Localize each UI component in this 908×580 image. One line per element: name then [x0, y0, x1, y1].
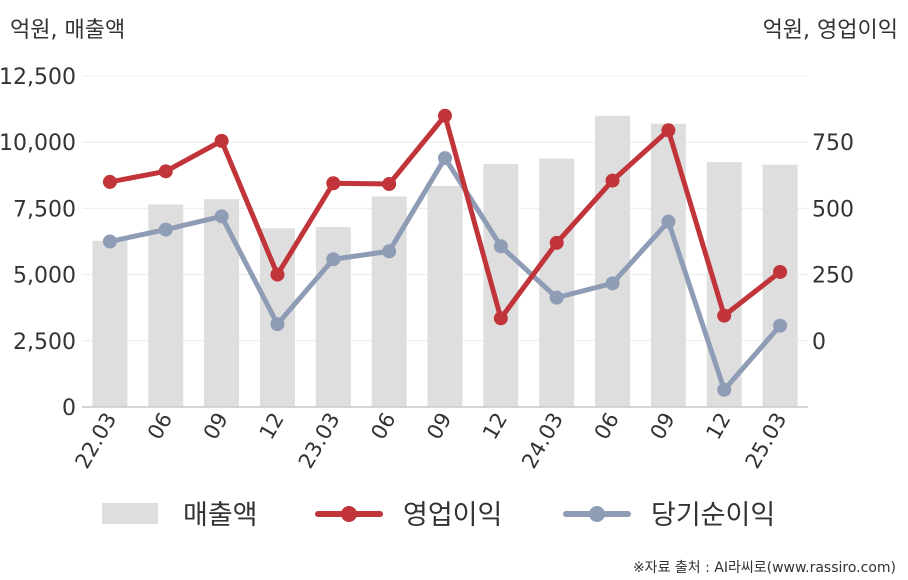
revenue-bar [762, 164, 798, 407]
net-income-point [549, 290, 564, 305]
operating-profit-point [493, 311, 508, 326]
net-income-point [605, 276, 620, 291]
right-axis-unit-label: 억원, 영업이익 [763, 18, 898, 43]
revenue-bar [706, 162, 742, 407]
operating-profit-point [382, 177, 397, 192]
revenue-bar [539, 158, 575, 407]
net-income-point [438, 151, 452, 166]
operating-profit-point [158, 164, 173, 179]
x-tick-label: 09 [422, 409, 456, 444]
net-income-point [717, 382, 732, 397]
x-tick-label: 06 [143, 409, 177, 444]
legend-label-revenue: 매출액 [183, 500, 258, 531]
legend-label-operating-profit: 영업이익 [403, 500, 502, 531]
right-axis-ticks: 0 250 500 750 [812, 131, 854, 355]
net-income-point [326, 252, 341, 267]
operating-profit-point [549, 235, 564, 250]
operating-profit-point [326, 176, 341, 191]
operating-profit-point [773, 264, 788, 279]
right-tick-label: 0 [812, 330, 826, 355]
left-tick-label: 0 [62, 396, 76, 421]
line-series [102, 108, 788, 397]
x-tick-label: 24.03 [517, 409, 568, 473]
revenue-bar [204, 199, 240, 407]
x-tick-label: 06 [366, 409, 400, 444]
operating-profit-point [270, 267, 285, 282]
revenue-bar [427, 185, 463, 407]
operating-profit-point [605, 173, 620, 188]
x-tick-label: 12 [478, 409, 512, 444]
legend-marker-operating-profit [341, 506, 357, 522]
net-income-point [158, 222, 173, 237]
x-tick-label: 09 [199, 409, 233, 444]
x-axis-ticks: 22.03 06 09 12 23.03 06 09 12 24.03 06 09 12 25.03 [70, 409, 791, 473]
x-tick-label: 06 [590, 409, 624, 444]
legend-swatch-revenue [102, 503, 158, 524]
right-tick-label: 500 [812, 197, 854, 222]
legend-marker-net-income [589, 506, 605, 522]
x-tick-label: 22.03 [70, 409, 121, 473]
net-income-point [773, 318, 788, 333]
bar-series-revenue [92, 115, 798, 407]
operating-profit-point [214, 133, 229, 148]
revenue-bar [92, 240, 128, 407]
net-income-point [270, 317, 285, 332]
legend-label-net-income: 당기순이익 [651, 500, 775, 531]
right-tick-label: 750 [812, 131, 854, 156]
x-tick-label: 25.03 [741, 409, 792, 473]
left-axis-ticks: 0 2,500 5,000 7,500 10,000 12,500 [0, 65, 76, 421]
net-income-point [493, 239, 508, 254]
source-note: ※자료 출처 : AI라씨로(www.rassiro.com) [633, 560, 896, 576]
right-tick-label: 250 [812, 264, 854, 289]
left-axis-unit-label: 억원, 매출액 [10, 18, 125, 43]
operating-profit-point [102, 174, 117, 189]
left-tick-label: 5,000 [13, 264, 76, 289]
legend: 매출액 영업이익 당기순이익 [102, 500, 775, 531]
operating-profit-point [717, 308, 732, 323]
left-tick-label: 7,500 [13, 197, 76, 222]
revenue-bar [148, 204, 184, 407]
left-tick-label: 10,000 [0, 131, 76, 156]
revenue-bar [483, 163, 519, 407]
x-tick-label: 09 [646, 409, 680, 444]
x-tick-label: 23.03 [294, 409, 345, 473]
left-tick-label: 2,500 [13, 330, 76, 355]
operating-profit-point [438, 108, 452, 123]
net-income-point [382, 244, 397, 259]
revenue-bar [595, 115, 631, 407]
net-income-point [661, 214, 676, 229]
net-income-point [214, 209, 229, 224]
x-tick-label: 12 [255, 409, 289, 444]
x-tick-label: 12 [701, 409, 735, 444]
net-income-point [102, 234, 117, 249]
operating-profit-point [661, 123, 676, 138]
left-tick-label: 12,500 [0, 65, 76, 90]
